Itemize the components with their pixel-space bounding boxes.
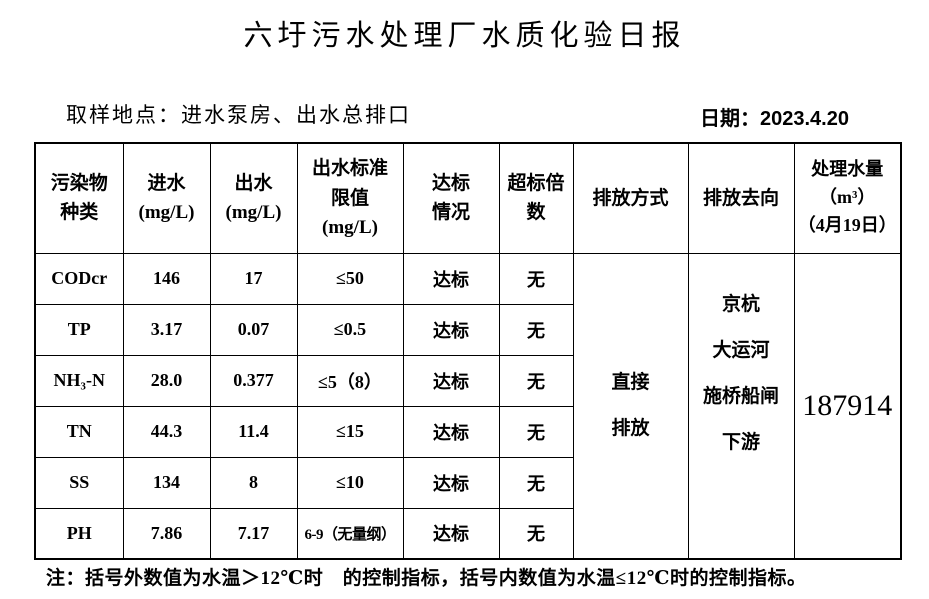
cell-effluent: 0.07 bbox=[209, 303, 298, 356]
header-influent: 进水 (mg/L) bbox=[122, 142, 211, 254]
cell-effluent: 0.377 bbox=[209, 354, 298, 407]
cell-treated-water-volume: 187914 bbox=[793, 252, 902, 560]
header-pollutant-type: 污染物 种类 bbox=[34, 142, 124, 254]
cell-limit: ≤0.5 bbox=[296, 303, 404, 356]
cell-limit: ≤5（8） bbox=[296, 354, 404, 407]
cell-influent: 134 bbox=[122, 456, 211, 509]
header-discharge-method: 排放方式 bbox=[572, 142, 689, 254]
cell-limit: ≤50 bbox=[296, 252, 404, 305]
cell-pollutant: TN bbox=[34, 405, 124, 458]
report-title: 六圩污水处理厂水质化验日报 bbox=[243, 20, 686, 52]
cell-exceedance: 无 bbox=[498, 252, 574, 305]
table-row: TN 44.3 11.4 ≤15 达标 无 bbox=[34, 405, 901, 458]
cell-effluent: 8 bbox=[209, 456, 298, 509]
header-compliance-status: 达标 情况 bbox=[402, 142, 500, 254]
cell-pollutant: CODcr bbox=[34, 252, 124, 305]
cell-discharge-destination: 京杭 大运河 施桥船闸 下游 bbox=[687, 252, 795, 560]
cell-influent: 7.86 bbox=[122, 507, 211, 560]
discharge-destination-text: 京杭 大运河 施桥船闸 下游 bbox=[702, 293, 779, 453]
cell-influent: 3.17 bbox=[122, 303, 211, 356]
table-row: TP 3.17 0.07 ≤0.5 达标 无 bbox=[34, 303, 901, 356]
cell-status: 达标 bbox=[402, 252, 500, 305]
table-row: SS 134 8 ≤10 达标 无 bbox=[34, 456, 901, 509]
cell-limit: ≤15 bbox=[296, 405, 404, 458]
cell-limit: ≤10 bbox=[296, 456, 404, 509]
report-date: 日期：2023.4.20 bbox=[700, 108, 849, 130]
cell-discharge-method: 直接 排放 bbox=[572, 252, 689, 560]
header-treated-water-volume: 处理水量 （m³） （4月19日） bbox=[793, 142, 902, 254]
header-effluent: 出水 (mg/L) bbox=[209, 142, 298, 254]
cell-status: 达标 bbox=[402, 354, 500, 407]
header-discharge-destination: 排放去向 bbox=[687, 142, 795, 254]
cell-exceedance: 无 bbox=[498, 354, 574, 407]
cell-exceedance: 无 bbox=[498, 303, 574, 356]
cell-limit: 6-9（无量纲） bbox=[296, 507, 404, 560]
cell-effluent: 17 bbox=[209, 252, 298, 305]
cell-status: 达标 bbox=[402, 405, 500, 458]
cell-effluent: 7.17 bbox=[209, 507, 298, 560]
cell-influent: 44.3 bbox=[122, 405, 211, 458]
cell-status: 达标 bbox=[402, 303, 500, 356]
table-row: CODcr 146 17 ≤50 达标 无 直接 排放 京杭 大运河 施桥船闸 … bbox=[34, 252, 902, 560]
cell-effluent: 11.4 bbox=[209, 405, 298, 458]
cell-pollutant: SS bbox=[34, 456, 124, 509]
cell-pollutant: TP bbox=[34, 303, 124, 356]
footnote: 注：括号外数值为水温＞12℃时 的控制指标，括号内数值为水温≤12℃时的控制指标… bbox=[46, 568, 807, 589]
cell-pollutant: NH₃-N bbox=[34, 354, 124, 407]
header-exceedance-multiple: 超标倍 数 bbox=[498, 142, 574, 254]
cell-influent: 146 bbox=[122, 252, 211, 305]
cell-exceedance: 无 bbox=[498, 405, 574, 458]
table-row: PH 7.86 7.17 6-9（无量纲） 达标 无 bbox=[34, 507, 901, 560]
cell-status: 达标 bbox=[402, 507, 500, 560]
table-header-row: 污染物 种类 进水 (mg/L) 出水 (mg/L) 出水标准 限值 (mg/L… bbox=[34, 142, 902, 254]
header-effluent-standard-limit: 出水标准 限值 (mg/L) bbox=[296, 142, 404, 254]
table-row: NH₃-N 28.0 0.377 ≤5（8） 达标 无 bbox=[34, 354, 901, 407]
cell-influent: 28.0 bbox=[122, 354, 211, 407]
cell-exceedance: 无 bbox=[498, 507, 574, 560]
sampling-location: 取样地点：进水泵房、出水总排口 bbox=[66, 103, 411, 127]
cell-status: 达标 bbox=[402, 456, 500, 509]
cell-pollutant: PH bbox=[34, 507, 124, 560]
cell-exceedance: 无 bbox=[498, 456, 574, 509]
water-quality-table: 污染物 种类 进水 (mg/L) 出水 (mg/L) 出水标准 限值 (mg/L… bbox=[34, 142, 902, 560]
